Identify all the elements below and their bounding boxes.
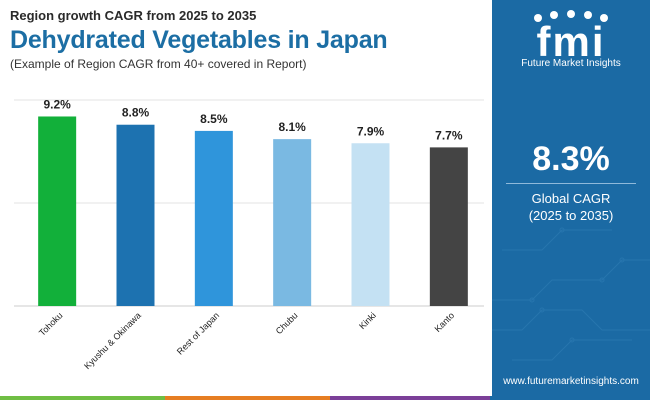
bar — [194, 130, 233, 306]
divider — [506, 183, 636, 184]
category-tick-label: Kanto — [433, 310, 457, 334]
chart-title: Dehydrated Vegetables in Japan — [10, 26, 388, 54]
data-label: 8.8% — [122, 106, 150, 120]
website-link[interactable]: www.futuremarketinsights.com — [503, 376, 639, 387]
bar — [116, 124, 155, 306]
category-tick-label: Kinki — [357, 310, 378, 331]
bar — [38, 116, 77, 306]
chart-subtitle: Region growth CAGR from 2025 to 2035 — [10, 8, 257, 23]
data-label: 7.9% — [357, 124, 385, 138]
global-cagr-range: (2025 to 2035) — [528, 208, 614, 223]
bottom-bar-segment — [165, 396, 330, 400]
data-label: 8.5% — [200, 112, 228, 126]
background-pattern — [492, 227, 650, 361]
brand-name: Future Market Insights — [521, 58, 621, 69]
global-cagr-value: 8.3% — [532, 140, 610, 178]
logo-text: fmi — [537, 18, 606, 65]
global-cagr-label: Global CAGR — [531, 191, 611, 206]
fmi-logo: fmi — [534, 10, 608, 65]
chart-note: (Example of Region CAGR from 40+ covered… — [10, 57, 307, 71]
bottom-bar-segment — [490, 396, 650, 400]
data-label: 8.1% — [278, 120, 306, 134]
bottom-bar-segment — [0, 396, 165, 400]
bar — [273, 139, 312, 306]
bar — [429, 147, 468, 306]
category-tick-label: Rest of Japan — [175, 310, 221, 356]
bottom-color-bar — [0, 396, 650, 400]
bottom-bar-segment — [330, 396, 490, 400]
bar — [351, 143, 390, 306]
data-label: 9.2% — [43, 97, 71, 111]
category-tick-label: Kyushu & Okinawa — [82, 310, 143, 371]
category-tick-label: Chubu — [274, 310, 300, 336]
category-tick-label: Tohoku — [37, 310, 65, 338]
bar-chart: 9.2% Tohoku 8.8% Kyushu & Okinawa 8.5% Rest o… — [14, 97, 484, 371]
summary-panel: fmi Future Market Insights 8.3% Global C… — [492, 0, 650, 400]
data-label: 7.7% — [435, 128, 463, 142]
chart-header: Region growth CAGR from 2025 to 2035 Deh… — [10, 8, 490, 72]
